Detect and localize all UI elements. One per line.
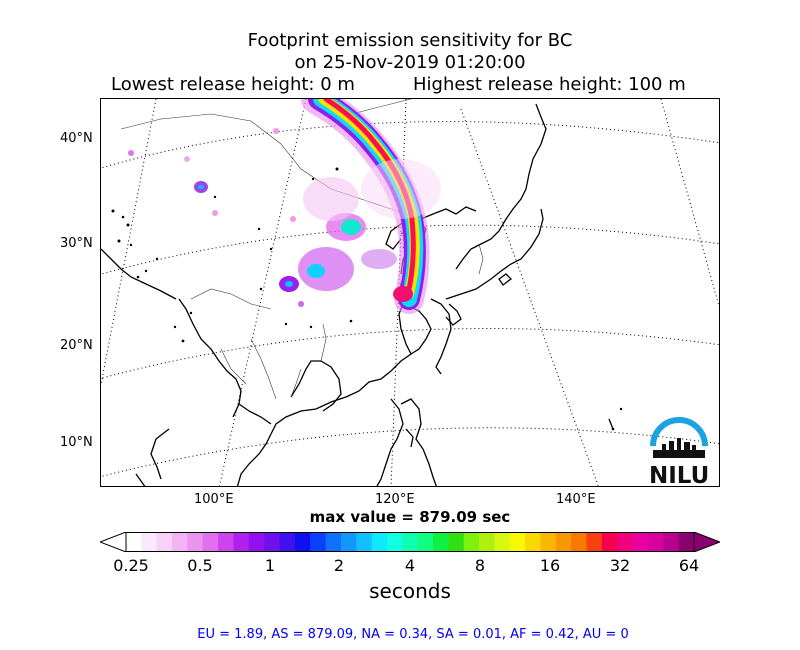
nilu-logo: NILU	[649, 417, 709, 487]
colorbar	[100, 532, 720, 552]
map-canvas: NILU	[101, 99, 719, 487]
colorbar-cell	[218, 532, 234, 552]
colorbar-cell	[325, 532, 342, 552]
colorbar-cell	[540, 532, 557, 552]
colorbar-cell	[417, 532, 434, 552]
footprint-plume	[128, 99, 441, 314]
lat-label-30: 30°N	[60, 236, 93, 251]
map-date: on 25-Nov-2019 01:20:00	[294, 52, 526, 73]
colorbar-cell	[371, 532, 388, 552]
colorbar-cell	[448, 532, 465, 552]
lon-label-120: 120°E	[375, 492, 415, 507]
colorbar-min-arrow	[100, 532, 127, 552]
colorbar-cell	[187, 532, 204, 552]
map-title: Footprint emission sensitivity for BC	[247, 30, 573, 51]
colorbar-cell	[386, 532, 403, 552]
colorbar-cell	[310, 532, 327, 552]
max-value: max value = 879.09 sec	[309, 508, 511, 526]
colorbar-cell	[463, 532, 480, 552]
colorbar-cell	[632, 532, 649, 552]
highest-release-height: Highest release height: 100 m	[413, 74, 686, 95]
colorbar-cell	[264, 532, 281, 552]
colorbar-tick: 8	[474, 556, 486, 575]
colorbar-tick: 2	[333, 556, 345, 575]
colorbar-unit: seconds	[369, 579, 451, 603]
colorbar-cell	[172, 532, 188, 552]
lowest-release-height: Lowest release height: 0 m	[111, 74, 355, 95]
colorbar-tick: 32	[609, 556, 631, 575]
colorbar-frame	[125, 532, 695, 552]
colorbar-cell	[647, 532, 664, 552]
nilu-logo-text: NILU	[649, 463, 709, 487]
colorbar-cell	[678, 532, 695, 552]
colorbar-tick: 1	[264, 556, 276, 575]
colorbar-cell	[202, 532, 219, 552]
colorbar-cell	[555, 532, 572, 552]
colorbar-tick: 16	[539, 556, 561, 575]
colorbar-cell	[617, 532, 634, 552]
lon-label-140: 140°E	[556, 492, 596, 507]
colorbar-cell	[340, 532, 357, 552]
lat-label-40: 40°N	[60, 131, 93, 146]
lat-label-20: 20°N	[60, 338, 93, 353]
colorbar-cell	[601, 532, 618, 552]
colorbar-cells	[126, 532, 695, 552]
colorbar-tick: 4	[404, 556, 416, 575]
colorbar-cell	[156, 532, 173, 552]
colorbar-tick: 0.5	[187, 556, 213, 575]
colorbar-cell	[279, 532, 296, 552]
colorbar-cell	[356, 532, 373, 552]
coastlines	[101, 103, 614, 486]
lat-label-10: 10°N	[60, 435, 93, 450]
footprint-map: NILU	[100, 98, 720, 487]
colorbar-cell	[141, 532, 158, 552]
lon-label-100: 100°E	[194, 492, 234, 507]
colorbar-cell	[509, 532, 526, 552]
colorbar-cell	[126, 532, 142, 552]
colorbar-cell	[294, 532, 311, 552]
colorbar-cell	[525, 532, 541, 552]
colorbar-cell	[586, 532, 603, 552]
colorbar-tick: 64	[678, 556, 700, 575]
colorbar-cell	[433, 532, 449, 552]
colorbar-cell	[248, 532, 265, 552]
colorbar-max-arrow	[693, 532, 720, 552]
colorbar-cell	[402, 532, 419, 552]
colorbar-cell	[663, 532, 680, 552]
islands	[111, 152, 623, 431]
colorbar-tick: 0.25	[113, 556, 149, 575]
colorbar-cell	[479, 532, 495, 552]
colorbar-cell	[571, 532, 588, 552]
colorbar-cell	[494, 532, 511, 552]
region-summary: EU = 1.89, AS = 879.09, NA = 0.34, SA = …	[197, 627, 629, 642]
colorbar-cell	[233, 532, 250, 552]
